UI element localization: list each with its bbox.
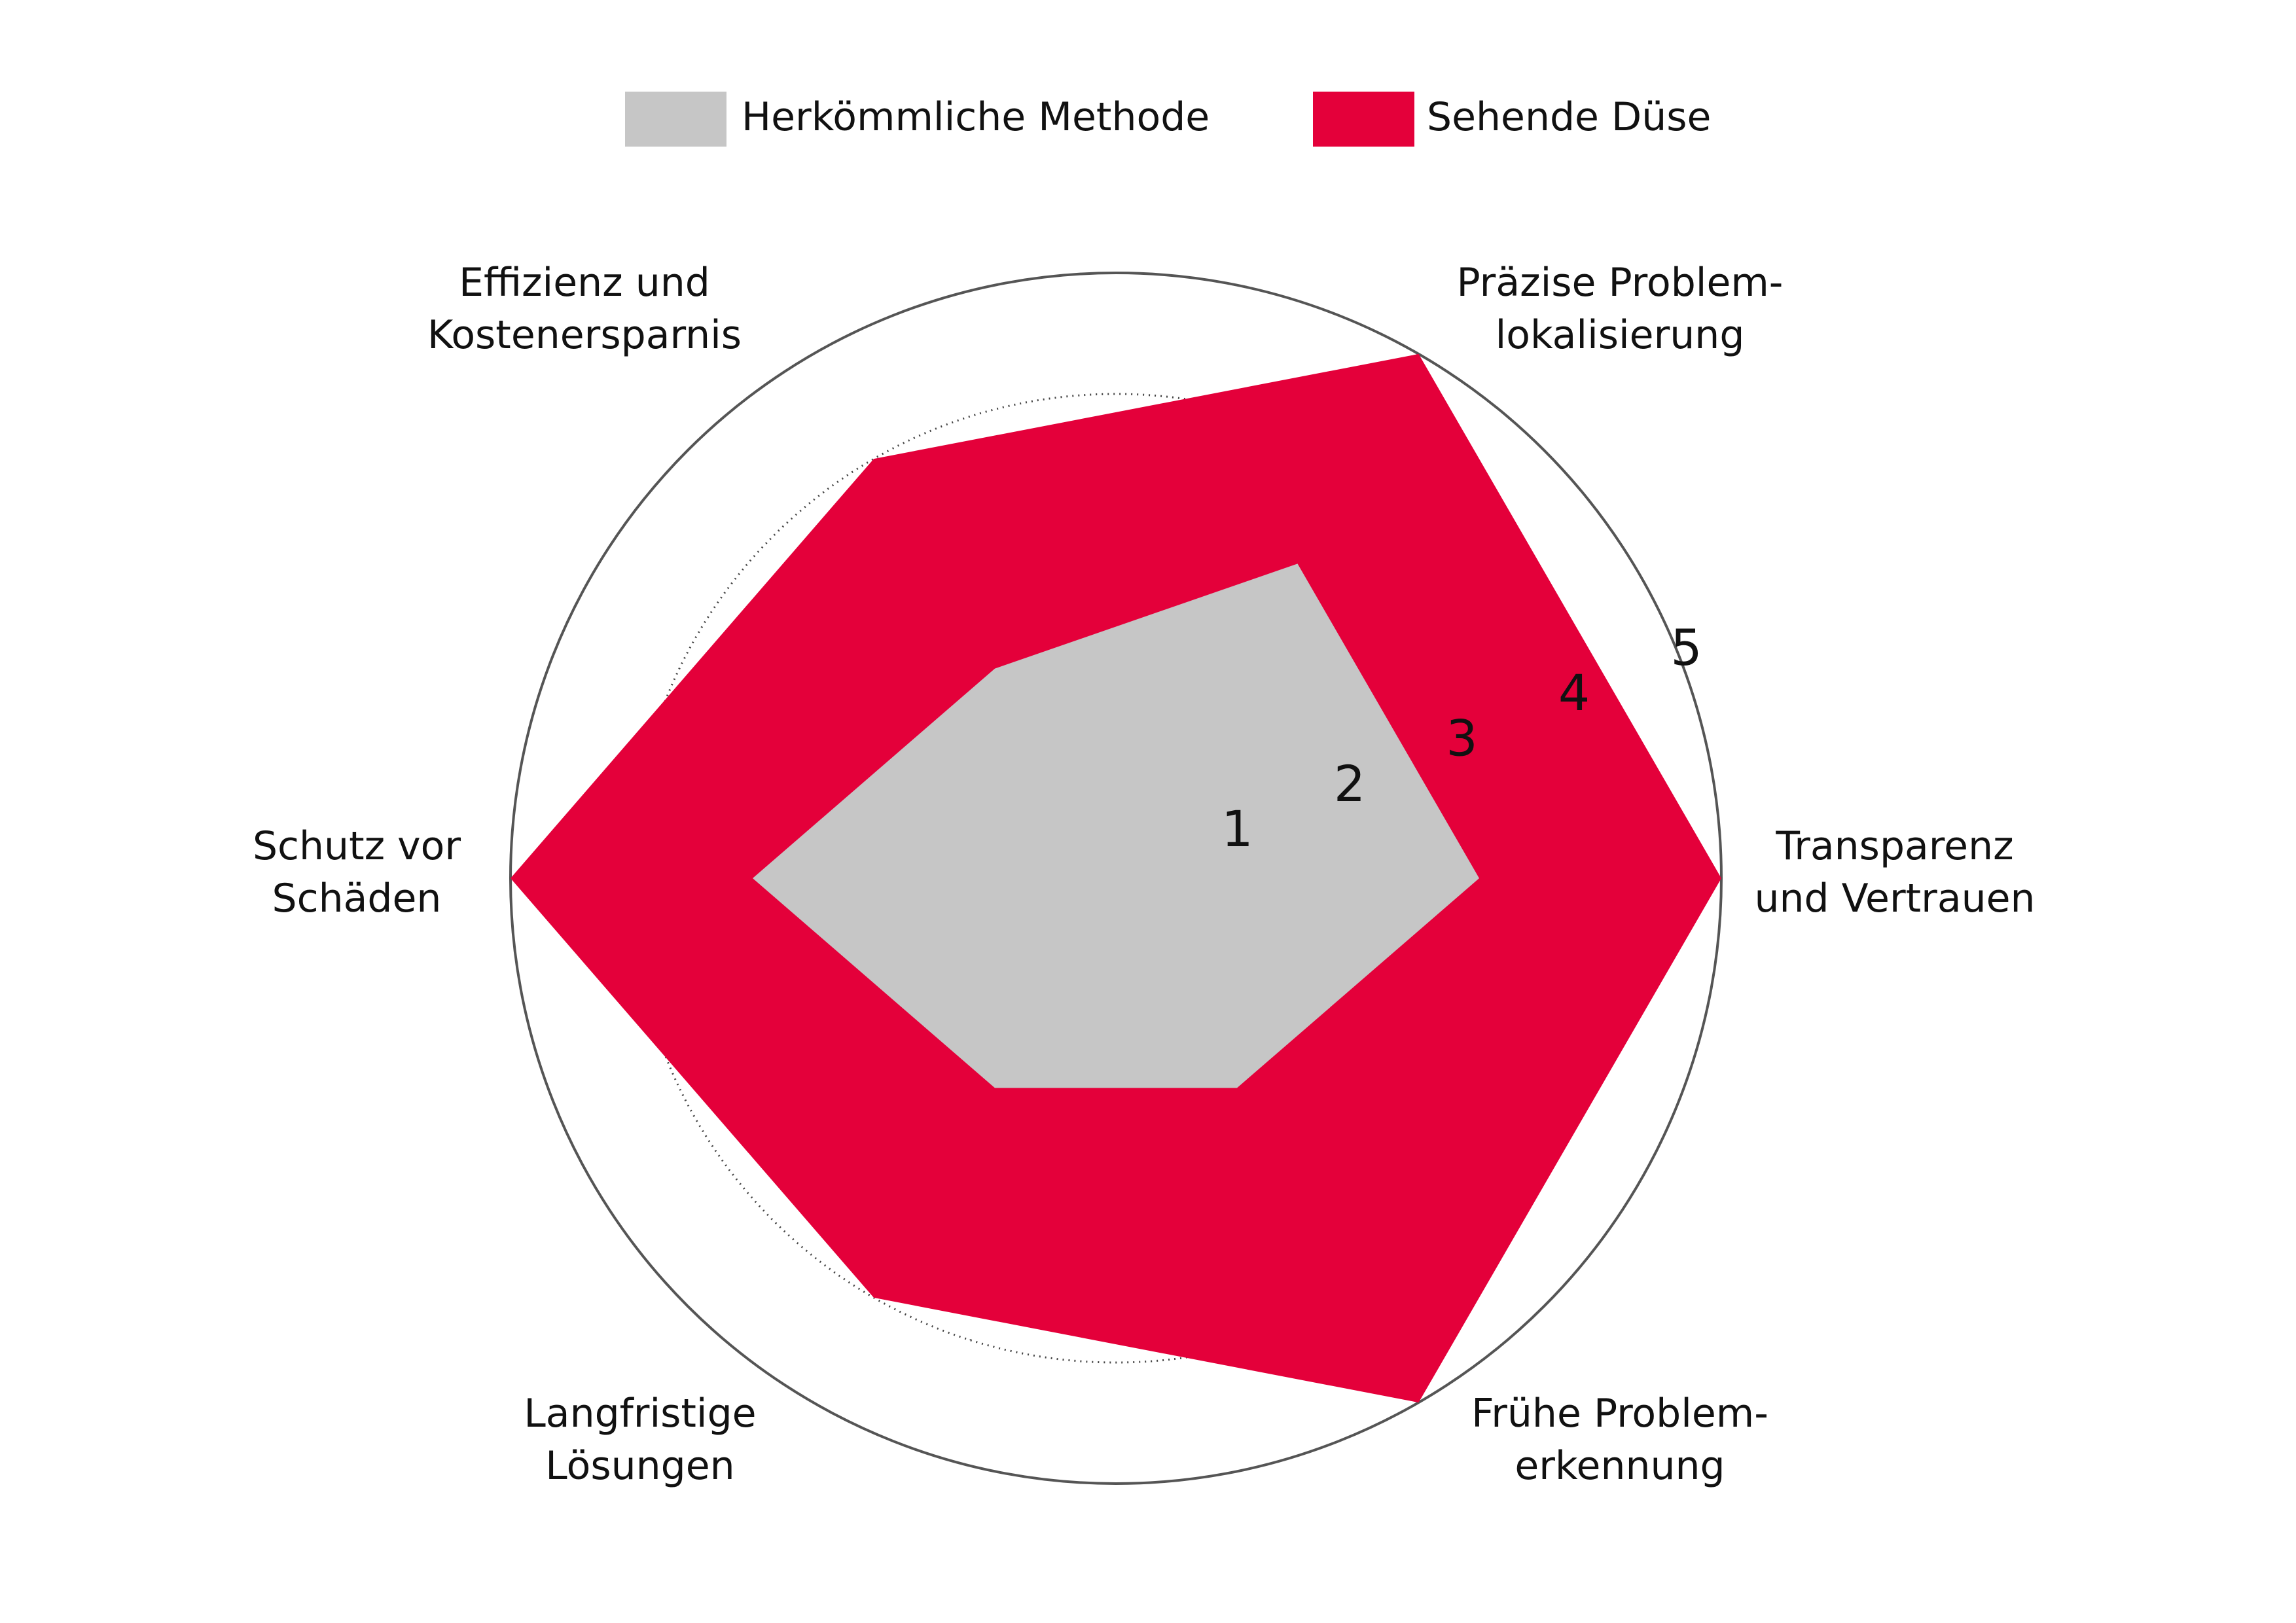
axis-label-3: Schutz vor Schäden	[253, 823, 461, 921]
axis-label-3-line-1: Schäden	[272, 876, 442, 921]
series-polygon-0	[753, 563, 1479, 1088]
axis-label-2: Effizienz und Kostenersparnis	[427, 260, 742, 358]
axis-label-5-line-1: erkennung	[1515, 1443, 1725, 1489]
axis-label-4-line-0: Langfristige	[524, 1391, 756, 1436]
axis-label-0: Transparenz und Vertrauen	[1754, 823, 2035, 921]
axis-labels: Transparenz und Vertrauen Präzise Problem-…	[253, 260, 2036, 1489]
tick-label-4: 4	[1558, 664, 1590, 722]
legend-label-sehende-duese: Sehende Düse	[1427, 94, 1711, 140]
legend-swatch-sehende-duese	[1313, 92, 1414, 147]
axis-label-0-line-0: Transparenz	[1775, 823, 2013, 869]
axis-label-3-line-0: Schutz vor	[253, 823, 461, 869]
tick-label-5: 5	[1670, 618, 1702, 677]
axis-label-2-line-1: Kostenersparnis	[427, 312, 742, 358]
axis-label-4: Langfristige Lösungen	[524, 1391, 756, 1489]
axis-label-5-line-0: Frühe Problem-	[1471, 1391, 1768, 1436]
series-polygons	[511, 353, 1721, 1403]
axis-label-1: Präzise Problem-lokalisierung	[1457, 260, 1784, 358]
tick-labels: 1 2 3 4 5	[1221, 618, 1702, 858]
axis-label-1-line-0: Präzise Problem-	[1457, 260, 1784, 306]
legend: Herkömmliche Methode Sehende Düse	[625, 92, 1711, 147]
axis-label-2-line-0: Effizienz und	[459, 260, 710, 306]
axis-label-4-line-1: Lösungen	[545, 1443, 734, 1489]
legend-swatch-herkoemmliche-methode	[625, 92, 726, 147]
tick-label-3: 3	[1446, 709, 1477, 768]
axis-label-1-line-1: lokalisierung	[1496, 312, 1745, 358]
tick-label-1: 1	[1221, 800, 1253, 858]
axis-label-5: Frühe Problem-erkennung	[1471, 1391, 1768, 1489]
tick-label-2: 2	[1334, 755, 1365, 813]
axis-label-0-line-1: und Vertrauen	[1754, 876, 2035, 921]
legend-label-herkoemmliche-methode: Herkömmliche Methode	[742, 94, 1210, 140]
